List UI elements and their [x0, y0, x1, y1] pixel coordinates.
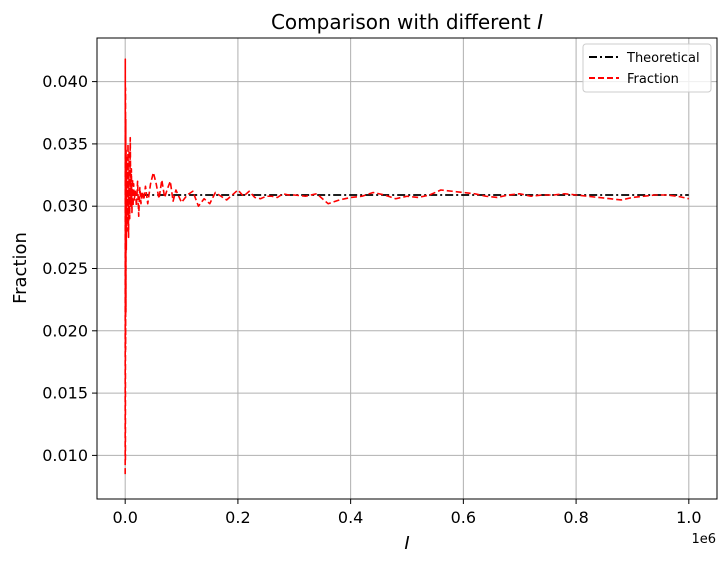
x-tick-label: 1.0: [676, 508, 701, 527]
y-tick-label: 0.035: [42, 134, 88, 153]
x-axis-label: I: [404, 533, 409, 554]
y-tick-label: 0.040: [42, 72, 88, 91]
x-tick-label: 0.2: [225, 508, 250, 527]
y-tick-label: 0.020: [42, 321, 88, 340]
y-gridlines: [97, 81, 717, 456]
y-tick-label: 0.025: [42, 259, 88, 278]
chart-title-symbol: I: [537, 10, 543, 34]
x-axis-offset-label: 1e6: [691, 532, 716, 547]
y-axis-label: Fraction: [10, 232, 31, 304]
legend-box: [582, 43, 712, 93]
x-tick-label: 0.0: [112, 508, 137, 527]
legend: Theoretical Fraction: [582, 43, 712, 93]
y-axis-ticks: 0.010 0.015 0.020 0.025 0.030 0.035 0.040: [42, 72, 97, 465]
series-layer: [124, 58, 689, 475]
chart-title: Comparison with different I: [271, 10, 543, 34]
x-tick-label: 0.8: [563, 508, 588, 527]
chart-title-text: Comparison with different: [271, 10, 531, 34]
legend-label-theoretical: Theoretical: [626, 51, 700, 66]
y-tick-label: 0.015: [42, 384, 88, 403]
y-tick-label: 0.030: [42, 197, 88, 216]
legend-label-fraction: Fraction: [627, 72, 679, 87]
x-axis-ticks: 0.0 0.2 0.4 0.6 0.8 1.0: [112, 499, 702, 527]
x-tick-label: 0.6: [451, 508, 476, 527]
y-tick-label: 0.010: [42, 446, 88, 465]
x-tick-label: 0.4: [338, 508, 363, 527]
series-line-fraction: [124, 58, 689, 475]
